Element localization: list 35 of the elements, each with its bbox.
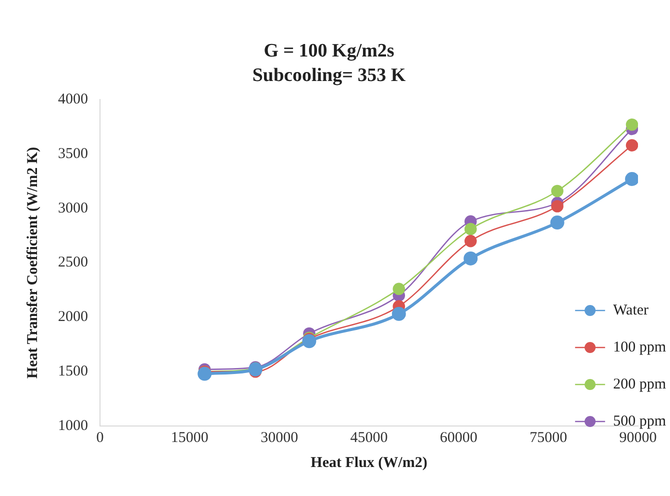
x-tick-label: 60000 — [440, 430, 478, 446]
x-tick-label: 45000 — [350, 430, 388, 446]
legend-label: 200 ppm — [613, 376, 666, 392]
point — [198, 366, 212, 381]
legend-label: 100 ppm — [613, 339, 666, 356]
y-axis-title: Heat Transfer Coefficient (W/m2 K) — [24, 146, 41, 379]
y-tick-label: 3000 — [58, 200, 88, 216]
point — [625, 172, 638, 186]
legend-label: Water — [613, 302, 649, 318]
point — [464, 251, 478, 266]
y-tick-label: 3500 — [58, 146, 88, 162]
point — [551, 184, 564, 198]
point — [551, 200, 564, 212]
x-tick-label: 15000 — [170, 430, 208, 446]
x-tick-label: 75000 — [530, 430, 568, 446]
x-tick-label: 0 — [96, 430, 104, 446]
point — [464, 222, 477, 236]
legend-label: 500 ppm — [613, 413, 666, 430]
y-tick-label: 1000 — [58, 418, 88, 434]
point — [626, 139, 638, 152]
x-tick-label: 30000 — [260, 430, 298, 446]
y-tick-label: 2500 — [58, 254, 88, 271]
y-tick-label: 4000 — [58, 92, 88, 108]
point — [626, 118, 638, 131]
y-tick-label: 2000 — [58, 309, 88, 326]
chart-title: G = 100 Kg/m2s — [264, 40, 394, 62]
point — [550, 216, 564, 230]
chart-subtitle: Subcooling= 353 K — [252, 65, 406, 86]
point — [392, 282, 406, 296]
point — [464, 234, 477, 248]
y-tick-label: 1500 — [58, 364, 88, 380]
point — [302, 334, 316, 348]
point — [392, 306, 406, 321]
x-tick-label: 90000 — [619, 430, 657, 446]
x-axis-title: Heat Flux (W/m2) — [310, 454, 428, 471]
